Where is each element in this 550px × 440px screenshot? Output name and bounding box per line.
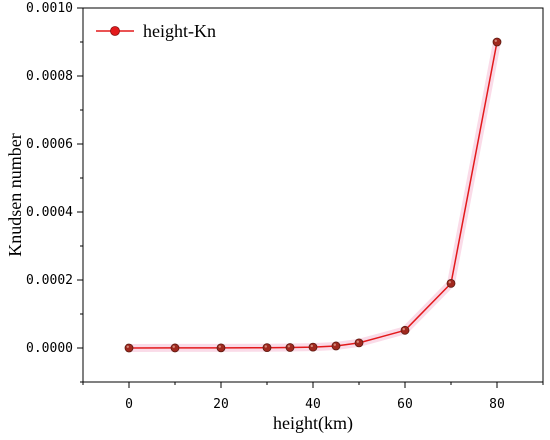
legend-marker-sample	[110, 26, 120, 36]
y-tick-label: 0.0002	[26, 273, 73, 288]
x-axis-label: height(km)	[273, 413, 353, 434]
data-point-highlight	[310, 344, 313, 348]
series-layer	[124, 37, 502, 353]
y-tick-label: 0.0008	[26, 69, 73, 84]
data-point	[331, 341, 341, 351]
series-line-height-kn	[128, 41, 498, 349]
minor-ticks	[80, 41, 544, 385]
plot-frame	[82, 7, 544, 383]
data-point	[262, 343, 272, 353]
y-tick-label: 0.0006	[26, 137, 73, 152]
major-ticks	[77, 7, 498, 388]
data-point	[216, 343, 226, 353]
data-point-highlight	[402, 327, 405, 331]
x-tick-label: 0	[125, 397, 133, 412]
data-point	[285, 343, 295, 352]
data-point-highlight	[218, 345, 221, 348]
data-point-highlight	[264, 345, 267, 348]
legend-entry-height-kn: height-Kn	[143, 21, 216, 41]
data-point	[170, 343, 180, 353]
y-tick-label: 0.0000	[26, 341, 73, 356]
data-point	[400, 325, 410, 335]
data-point	[492, 37, 502, 47]
data-point	[124, 343, 134, 353]
legend: height-Kn	[96, 21, 216, 41]
y-axis-label: Knudsen number	[5, 133, 25, 256]
data-point-highlight	[172, 345, 175, 348]
data-point-highlight	[287, 345, 290, 348]
data-point	[308, 342, 318, 352]
data-point-highlight	[494, 39, 497, 42]
x-tick-label: 20	[213, 397, 229, 412]
data-point-highlight	[448, 281, 451, 284]
y-tick-label: 0.0010	[26, 1, 73, 16]
tick-labels: 0 20 40 60 80 0.0000 0.0002 0.0004 0.0006 0.0008 0…	[26, 1, 505, 412]
x-tick-label: 80	[489, 397, 505, 412]
data-point-highlight	[126, 345, 129, 348]
x-tick-label: 40	[305, 397, 321, 412]
x-tick-label: 60	[397, 397, 413, 412]
y-tick-label: 0.0004	[26, 205, 73, 220]
data-point	[446, 278, 456, 288]
data-point-highlight	[333, 343, 336, 346]
data-point-highlight	[356, 340, 359, 343]
series-line-glow	[125, 38, 501, 352]
data-point	[354, 338, 364, 348]
